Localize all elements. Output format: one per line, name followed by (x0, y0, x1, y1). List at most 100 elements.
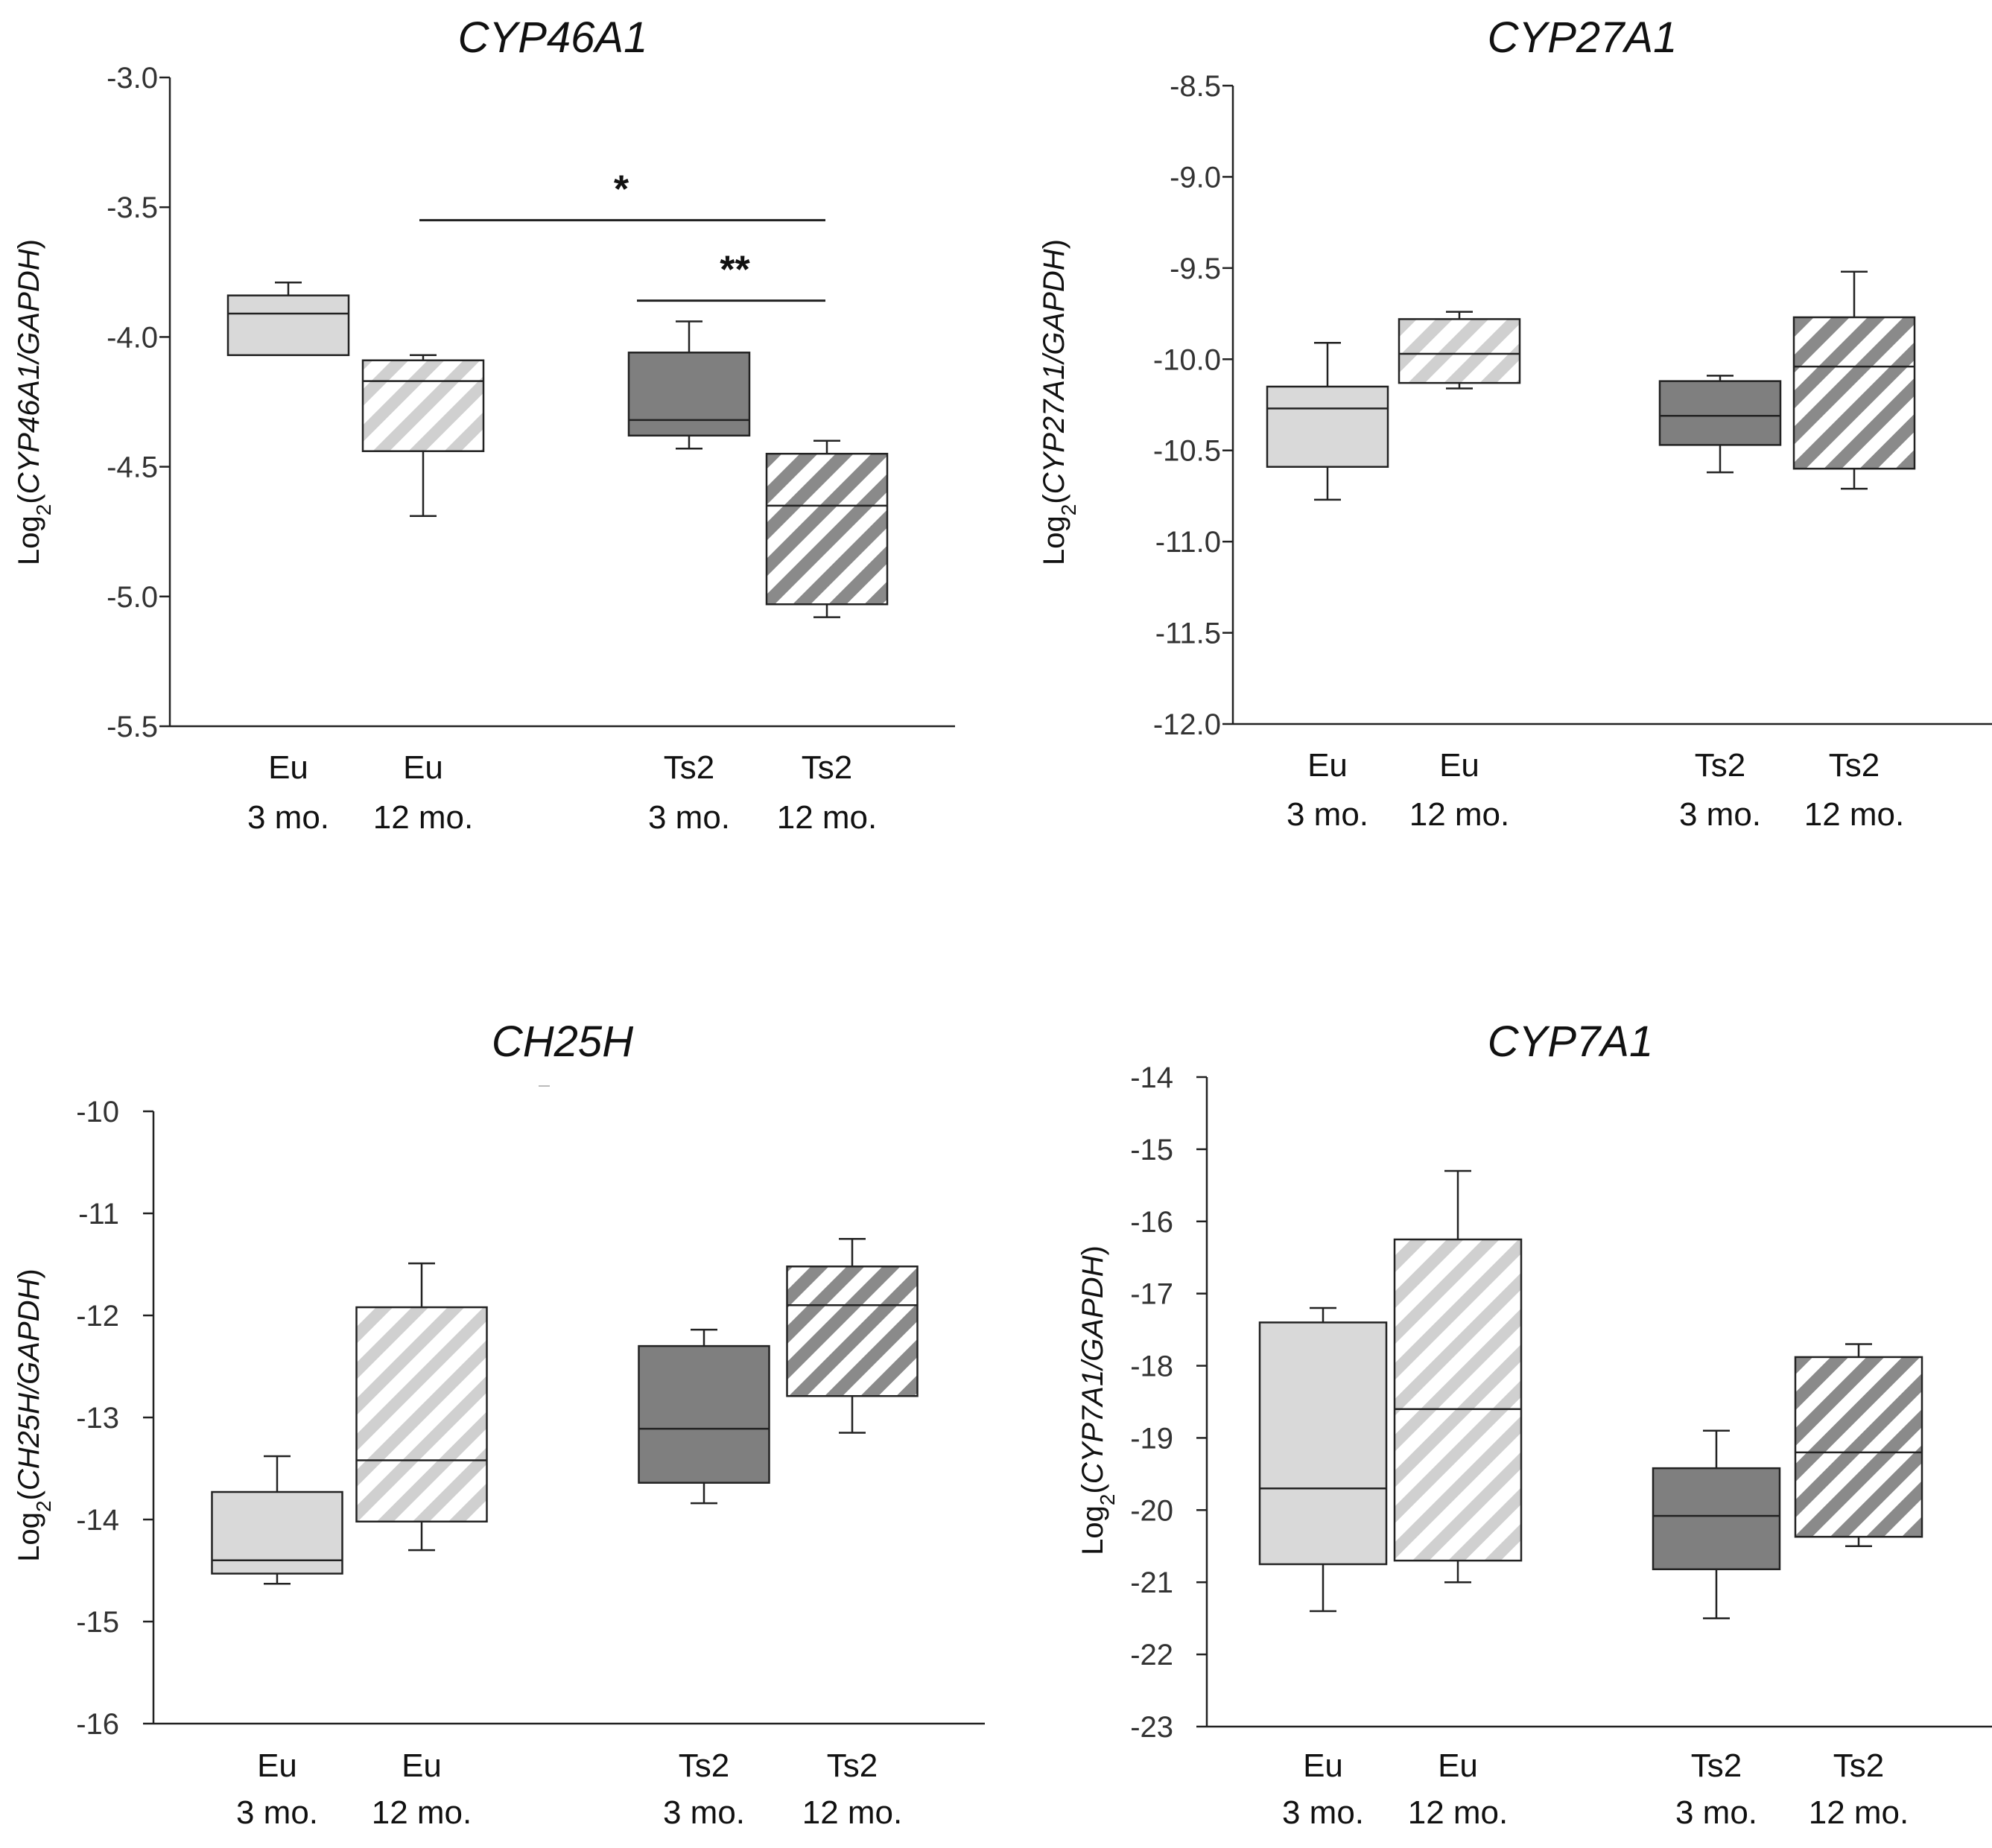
x-category-sublabel: 12 mo. (777, 799, 878, 836)
box-iqr (211, 1490, 343, 1575)
x-category-label: Ts2 (1691, 1747, 1742, 1784)
y-tick-label: -8.5 (1170, 70, 1221, 103)
y-tick-label: -3.5 (107, 191, 158, 224)
x-category-label: Eu (403, 749, 443, 786)
x-category-label: Eu (1438, 1747, 1478, 1784)
box-iqr (786, 1265, 919, 1397)
y-axis-label: Log2(CYP27A1/GAPDH) (1038, 239, 1080, 565)
box-ts2-12mo (765, 439, 889, 618)
significance-label: * (614, 168, 629, 212)
y-tick-label: -19 (1130, 1422, 1173, 1455)
panel-cyp46a1: CYP46A1 Log2(CYP46A1/GAPDH) -3.0 -3.5 -4.0 -4… (13, 13, 955, 836)
y-tick-label: -9.0 (1170, 161, 1221, 194)
x-category-label: Eu (257, 1747, 297, 1784)
y-tick-label: -5.0 (107, 581, 158, 614)
x-category-sublabel: 3 mo. (236, 1794, 318, 1831)
box-iqr (1266, 385, 1389, 469)
box-ts2-12mo (1792, 270, 1916, 490)
box-eu-3mo (226, 281, 350, 357)
y-tick-label: -23 (1130, 1711, 1173, 1744)
box-eu-12mo (1393, 1169, 1523, 1584)
x-category-sublabel: 3 mo. (1282, 1794, 1364, 1831)
box-eu-3mo (1266, 341, 1389, 501)
x-category-label: Eu (1307, 747, 1348, 784)
y-tick-label: -12.0 (1153, 708, 1221, 741)
y-tick-label: -3.0 (107, 62, 158, 95)
box-eu-12mo (355, 1262, 488, 1552)
box-eu-3mo (1258, 1306, 1388, 1613)
x-category-label: Eu (1303, 1747, 1343, 1784)
plot-title: CYP46A1 (458, 13, 648, 62)
panel-ch25h: CH25H Log2(CH25H/GAPDH) -10 -11 -12 -13 -14 -15… (13, 1017, 985, 1831)
y-tick-label: -20 (1130, 1494, 1173, 1527)
box-ts2-3mo (1658, 375, 1782, 474)
significance-label: ** (720, 249, 750, 292)
box-iqr (1393, 1238, 1523, 1562)
y-tick-label: -15 (76, 1606, 119, 1639)
y-tick-label: -11 (78, 1198, 119, 1231)
y-axis-label: Log2(CH25H/GAPDH) (13, 1268, 55, 1562)
box-iqr (627, 352, 751, 437)
box-iqr (226, 294, 350, 357)
panel-cyp7a1: CYP7A1 Log2(CYP7A1/GAPDH) -14 -15 -16 -17 -18 -… (1076, 1017, 1992, 1831)
x-category-sublabel: 12 mo. (1804, 796, 1905, 833)
y-tick-label: -5.5 (107, 711, 158, 743)
x-category-sublabel: 3 mo. (1675, 1794, 1757, 1831)
y-tick-label: -10 (76, 1096, 119, 1128)
x-category-label: Ts2 (679, 1747, 729, 1784)
y-tick-label: -16 (76, 1708, 119, 1741)
plot-title: CYP27A1 (1488, 13, 1678, 62)
y-axis-label: Log2(CYP7A1/GAPDH) (1076, 1245, 1119, 1555)
x-category-label: Ts2 (664, 749, 714, 786)
box-ts2-12mo (786, 1238, 919, 1434)
plot-title: CYP7A1 (1488, 1017, 1653, 1066)
x-category-sublabel: 12 mo. (1809, 1794, 1909, 1831)
box-iqr (638, 1344, 770, 1484)
x-category-label: Ts2 (1833, 1747, 1884, 1784)
y-tick-label: -17 (1130, 1278, 1173, 1311)
box-iqr (1258, 1321, 1388, 1566)
plot-title: CH25H (492, 1017, 633, 1066)
y-tick-label: -11.5 (1155, 617, 1221, 650)
y-tick-label: -12 (76, 1300, 119, 1333)
box-ts2-3mo (1652, 1429, 1781, 1619)
x-category-label: Eu (1439, 747, 1479, 784)
y-tick-label: -18 (1130, 1350, 1173, 1383)
x-category-sublabel: 3 mo. (648, 799, 730, 836)
box-iqr (1794, 1356, 1923, 1538)
x-category-label: Ts2 (827, 1747, 878, 1784)
box-iqr (1652, 1467, 1781, 1571)
y-tick-label: -14 (1130, 1061, 1173, 1094)
x-category-sublabel: 3 mo. (1679, 796, 1761, 833)
box-iqr (1792, 316, 1916, 470)
y-tick-label: -4.0 (107, 321, 158, 354)
x-category-label: Ts2 (1695, 747, 1745, 784)
box-eu-12mo (1398, 311, 1521, 390)
x-category-sublabel: 12 mo. (1409, 796, 1510, 833)
y-tick-label: -11.0 (1155, 526, 1221, 559)
box-iqr (361, 359, 485, 452)
y-tick-label: -4.5 (107, 451, 158, 484)
box-eu-3mo (211, 1455, 343, 1585)
x-category-sublabel: 12 mo. (372, 1794, 472, 1831)
x-category-sublabel: 12 mo. (1408, 1794, 1509, 1831)
y-tick-label: -15 (1130, 1134, 1173, 1166)
y-tick-label: -22 (1130, 1639, 1173, 1671)
panel-cyp27a1: CYP27A1 Log2(CYP27A1/GAPDH) -8.5 -9.0 -9.5 -1… (1038, 13, 1992, 833)
y-tick-label: -16 (1130, 1206, 1173, 1239)
box-iqr (1658, 380, 1782, 446)
y-tick-label: -13 (76, 1402, 119, 1435)
y-tick-label: -9.5 (1170, 253, 1221, 285)
x-category-sublabel: 12 mo. (802, 1794, 903, 1831)
box-eu-12mo (361, 354, 485, 518)
y-tick-label: -14 (76, 1504, 119, 1537)
box-iqr (355, 1306, 488, 1522)
box-iqr (1398, 318, 1521, 384)
x-category-sublabel: 3 mo. (247, 799, 329, 836)
x-category-label: Ts2 (1829, 747, 1880, 784)
y-tick-label: -10.5 (1153, 435, 1221, 468)
y-tick-label: -21 (1130, 1566, 1173, 1599)
x-category-sublabel: 12 mo. (373, 799, 474, 836)
box-ts2-3mo (638, 1328, 770, 1505)
